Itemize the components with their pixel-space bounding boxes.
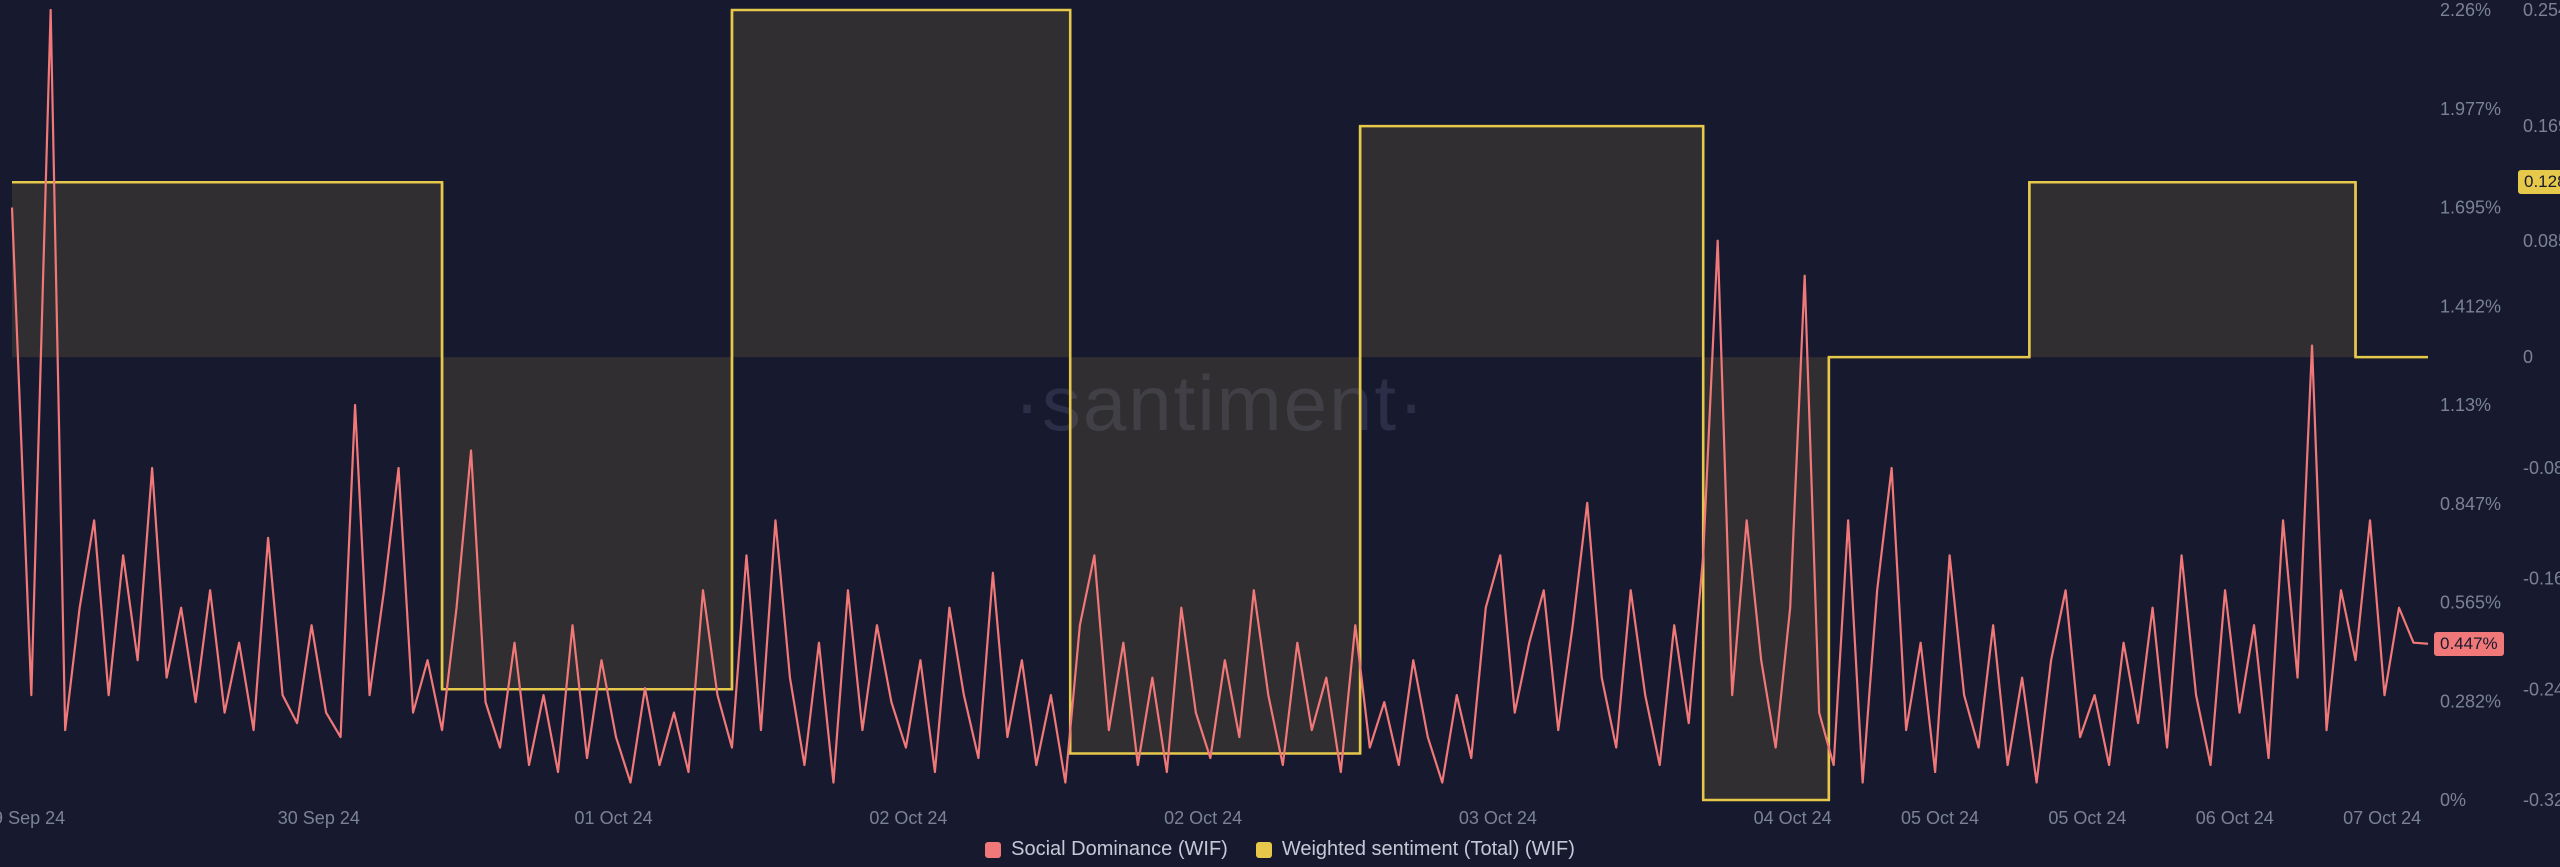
svg-text:02 Oct 24: 02 Oct 24 [869, 808, 947, 828]
svg-text:05 Oct 24: 05 Oct 24 [2048, 808, 2126, 828]
svg-text:05 Oct 24: 05 Oct 24 [1901, 808, 1979, 828]
legend-swatch-2 [1256, 842, 1272, 858]
svg-text:-0.243: -0.243 [2523, 679, 2560, 699]
legend-label-2: Weighted sentiment (Total) (WIF) [1282, 838, 1575, 861]
svg-text:01 Oct 24: 01 Oct 24 [575, 808, 653, 828]
svg-text:1.695%: 1.695% [2440, 198, 2501, 218]
right-value-badge: 0.128 [2518, 170, 2560, 194]
svg-text:0.254: 0.254 [2523, 0, 2560, 20]
chart-container: ·santiment·0%0.282%0.565%0.847%1.13%1.41… [0, 0, 2560, 867]
svg-text:-0.081: -0.081 [2523, 458, 2560, 478]
svg-text:2.26%: 2.26% [2440, 0, 2491, 20]
svg-text:1.977%: 1.977% [2440, 99, 2501, 119]
chart-svg: ·santiment·0%0.282%0.565%0.847%1.13%1.41… [0, 0, 2560, 867]
svg-text:0.847%: 0.847% [2440, 494, 2501, 514]
svg-text:06 Oct 24: 06 Oct 24 [2196, 808, 2274, 828]
svg-text:0.085: 0.085 [2523, 231, 2560, 251]
svg-text:0.169: 0.169 [2523, 116, 2560, 136]
svg-text:04 Oct 24: 04 Oct 24 [1754, 808, 1832, 828]
svg-text:0%: 0% [2440, 790, 2466, 810]
svg-text:-0.324: -0.324 [2523, 790, 2560, 810]
svg-text:29 Sep 24: 29 Sep 24 [0, 808, 65, 828]
svg-text:-0.162: -0.162 [2523, 569, 2560, 589]
legend: Social Dominance (WIF) Weighted sentimen… [0, 838, 2560, 861]
svg-text:07 Oct 24: 07 Oct 24 [2343, 808, 2421, 828]
legend-item-weighted-sentiment[interactable]: Weighted sentiment (Total) (WIF) [1256, 838, 1575, 861]
left-value-badge: 0.447% [2434, 632, 2504, 656]
svg-text:0: 0 [2523, 347, 2533, 367]
legend-label-1: Social Dominance (WIF) [1011, 838, 1228, 861]
legend-item-social-dominance[interactable]: Social Dominance (WIF) [985, 838, 1228, 861]
svg-text:30 Sep 24: 30 Sep 24 [278, 808, 360, 828]
svg-text:0.565%: 0.565% [2440, 593, 2501, 613]
svg-text:1.412%: 1.412% [2440, 296, 2501, 316]
svg-text:03 Oct 24: 03 Oct 24 [1459, 808, 1537, 828]
svg-text:02 Oct 24: 02 Oct 24 [1164, 808, 1242, 828]
legend-swatch-1 [985, 842, 1001, 858]
svg-text:1.13%: 1.13% [2440, 395, 2491, 415]
svg-text:0.282%: 0.282% [2440, 691, 2501, 711]
